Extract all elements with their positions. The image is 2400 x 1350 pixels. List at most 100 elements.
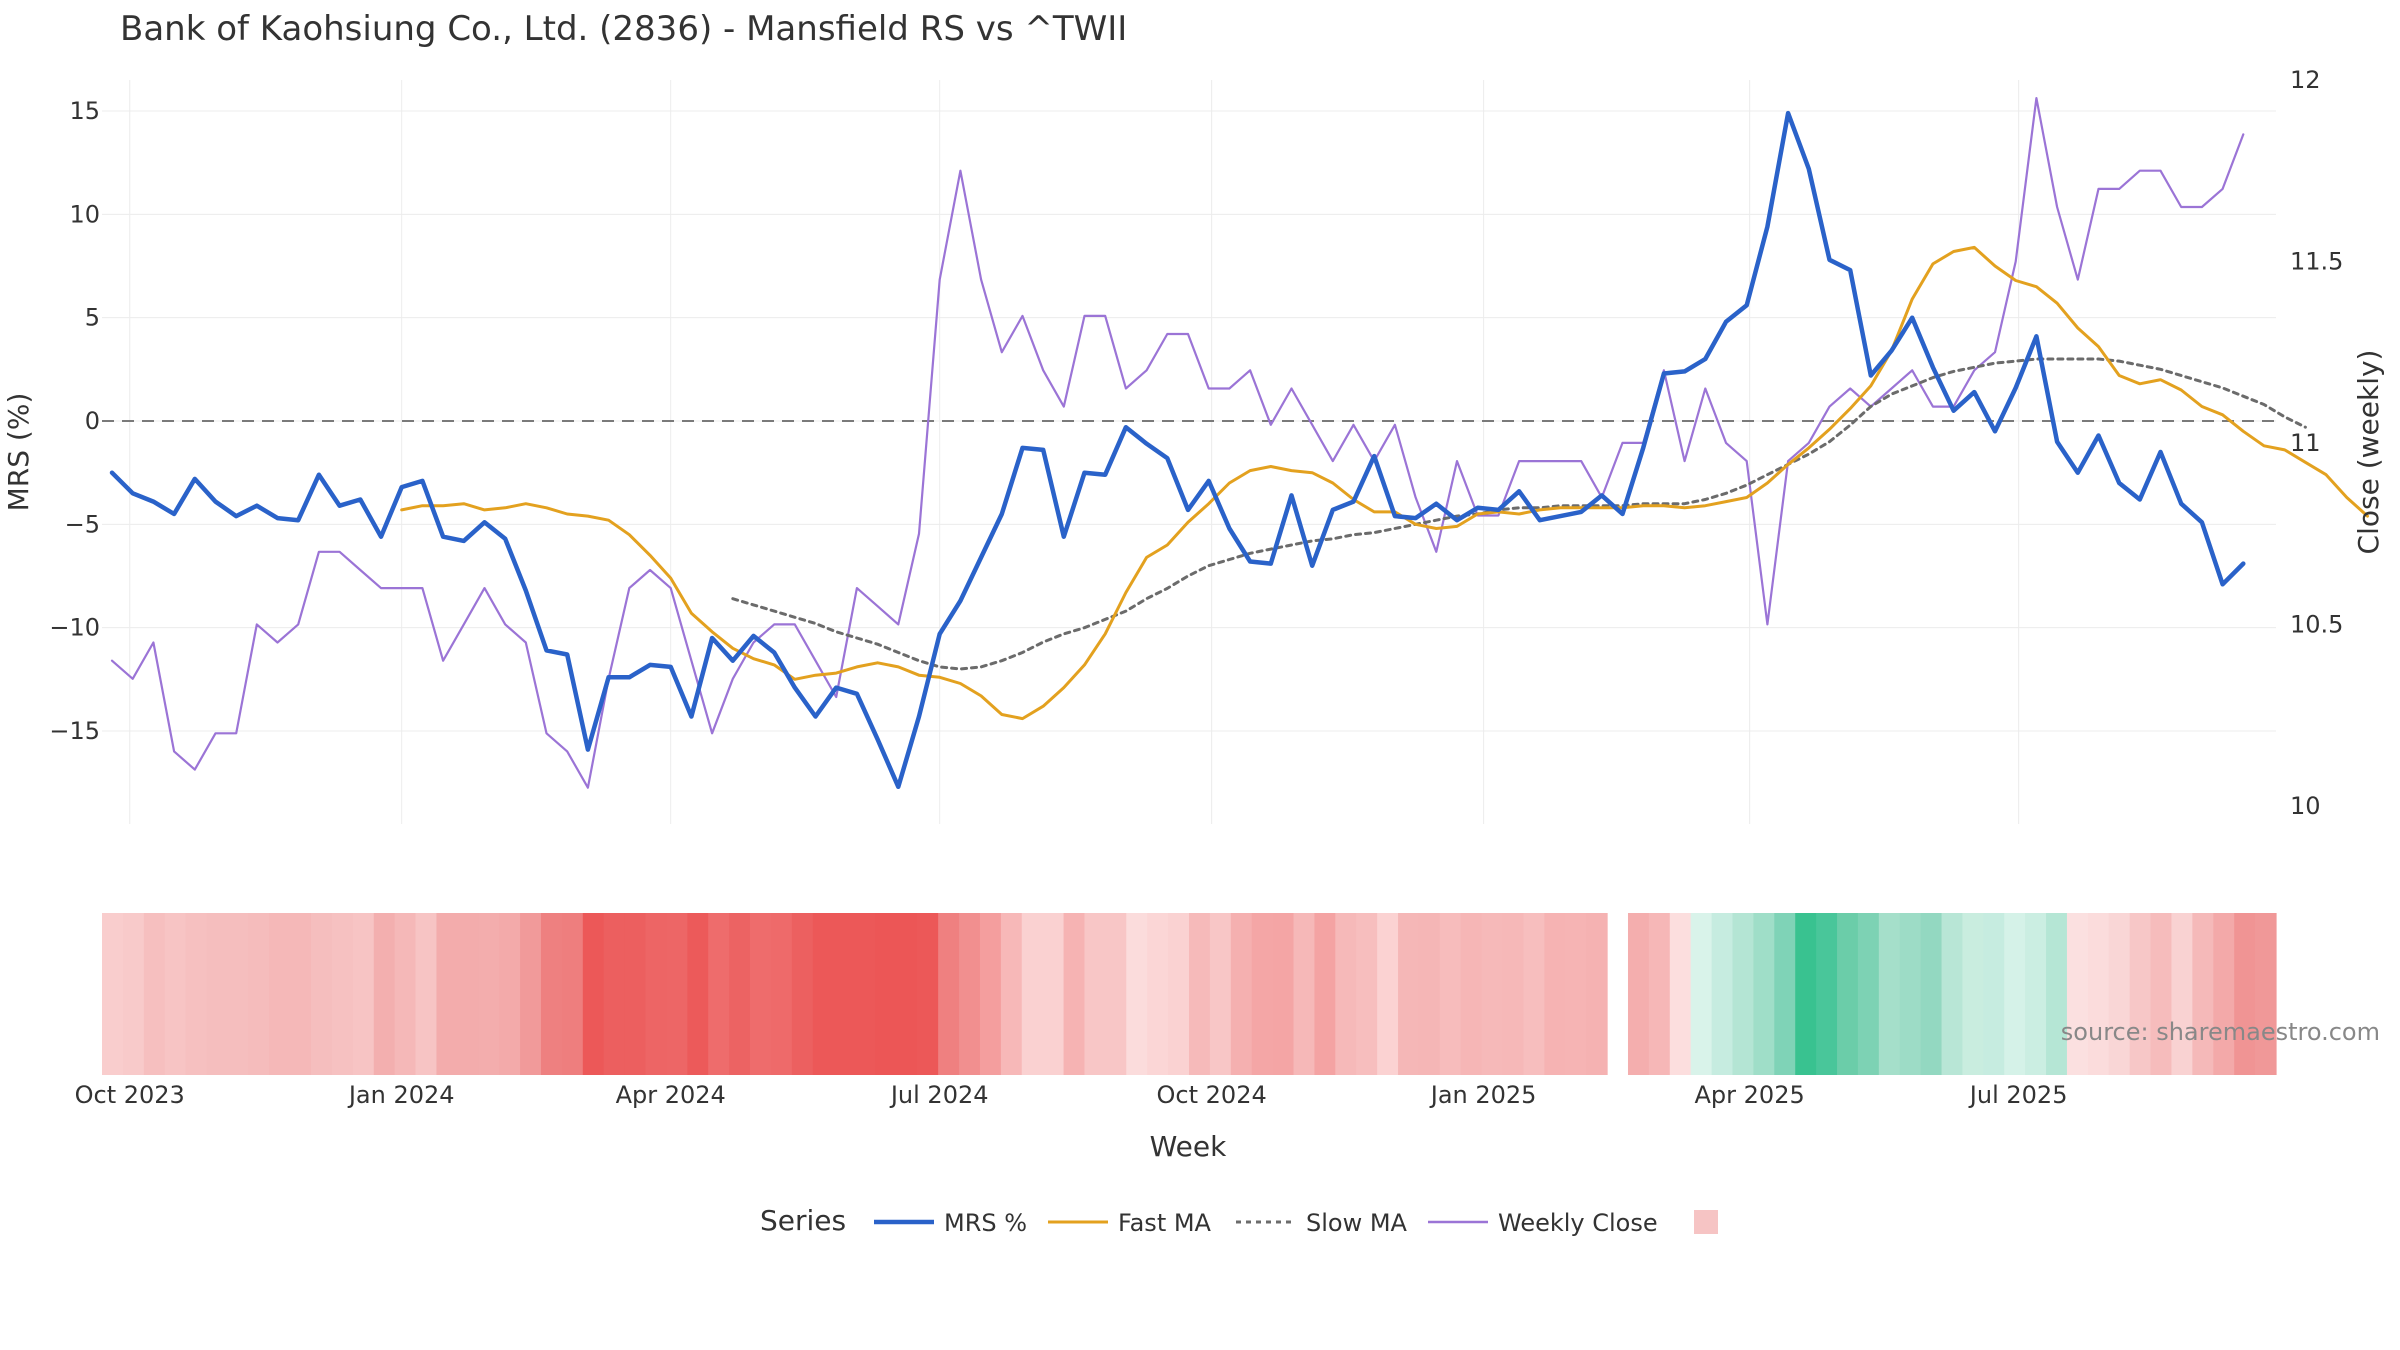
heatmap-cell <box>1209 913 1232 1075</box>
series-line-slow-ma <box>731 357 2307 671</box>
heatmap-cell <box>875 913 897 1075</box>
x-tick-label: Jan 2024 <box>347 1081 455 1109</box>
heatmap-cell <box>729 913 751 1075</box>
y-tick-label-left: 5 <box>85 304 100 332</box>
heatmap-cell <box>2108 913 2131 1075</box>
heatmap-cell <box>1544 913 1566 1075</box>
legend-item-mrs[interactable]: MRS % <box>874 1209 1027 1237</box>
heatmap-cell <box>624 913 647 1075</box>
legend: Series MRS % Fast MA Slow MA Weekly Clos… <box>760 1204 1718 1237</box>
heatmap-cell <box>1293 913 1316 1075</box>
series-line-weekly-close <box>110 96 2245 789</box>
source-note: source: sharemaestro.com <box>2061 1018 2380 1046</box>
legend-item-heatmap[interactable] <box>1694 1210 1718 1234</box>
x-tick-label: Apr 2024 <box>616 1081 726 1109</box>
heatmap-cell <box>1418 913 1441 1075</box>
heatmap-cell <box>1272 913 1295 1075</box>
legend-title: Series <box>760 1204 846 1237</box>
legend-label-slow-ma: Slow MA <box>1306 1209 1408 1237</box>
heatmap-cell <box>394 913 417 1075</box>
heatmap-cell <box>1335 913 1357 1075</box>
heatmap-cell <box>1398 913 1420 1075</box>
heatmap-cell <box>1502 913 1525 1075</box>
heatmap-cell <box>666 913 688 1075</box>
legend-swatch-heatmap <box>1694 1210 1718 1234</box>
x-tick-label: Oct 2024 <box>1157 1081 1267 1109</box>
legend-item-slow-ma[interactable]: Slow MA <box>1236 1209 1408 1237</box>
x-axis-title: Week <box>1150 1130 1227 1163</box>
heatmap-cell <box>1356 913 1378 1075</box>
heatmap-cell <box>269 913 291 1075</box>
heatmap-cell <box>1063 913 1086 1075</box>
grid-layer <box>102 80 2276 824</box>
heatmap-cell <box>1189 913 1211 1075</box>
heatmap-cell <box>1732 913 1754 1075</box>
heatmap-cell <box>1481 913 1504 1075</box>
heatmap-cell <box>582 913 605 1075</box>
heatmap-cell <box>2234 913 2256 1075</box>
heatmap-cell <box>1314 913 1336 1075</box>
legend-label-mrs: MRS % <box>944 1209 1027 1237</box>
heatmap-cell <box>1920 913 1943 1075</box>
y-axis-right-title: Close (weekly) <box>2352 350 2385 555</box>
heatmap-cell <box>2004 913 2026 1075</box>
heatmap-cell <box>227 913 249 1075</box>
heatmap-cell <box>1168 913 1190 1075</box>
heatmap-cell <box>457 913 479 1075</box>
heatmap-cell <box>2025 913 2047 1075</box>
y-tick-label-left: 0 <box>85 407 100 435</box>
y-axis-right-ticks: 10 10.5 11 11.5 12 <box>2290 66 2343 820</box>
series-line-fast-ma <box>400 245 2369 721</box>
heatmap-cell <box>645 913 667 1075</box>
legend-label-fast-ma: Fast MA <box>1118 1209 1212 1237</box>
heatmap-cell <box>520 913 542 1075</box>
heatmap-strip <box>102 913 2277 1075</box>
heatmap-cell <box>436 913 458 1075</box>
legend-item-weekly-close[interactable]: Weekly Close <box>1428 1209 1658 1237</box>
y-tick-label-left: −10 <box>49 614 100 642</box>
heatmap-cell <box>290 913 312 1075</box>
heatmap-cell <box>1669 913 1692 1075</box>
heatmap-cell <box>750 913 772 1075</box>
legend-label-weekly-close: Weekly Close <box>1498 1209 1658 1237</box>
y-tick-label-right: 12 <box>2290 66 2321 94</box>
heatmap-cell <box>1795 913 1817 1075</box>
heatmap-cell <box>1439 913 1462 1075</box>
heatmap-cell <box>854 913 877 1075</box>
heatmap-cell <box>1000 913 1023 1075</box>
heatmap-cell <box>770 913 793 1075</box>
heatmap-cell <box>1230 913 1253 1075</box>
heatmap-cell <box>1627 913 1650 1075</box>
y-tick-label-right: 11.5 <box>2290 247 2343 275</box>
x-tick-label: Jul 2024 <box>889 1081 989 1109</box>
heatmap-cell <box>2087 913 2110 1075</box>
heatmap-cell <box>1837 913 1859 1075</box>
series-line-mrs <box>109 110 2246 790</box>
legend-item-fast-ma[interactable]: Fast MA <box>1048 1209 1212 1237</box>
heatmap-cell <box>206 913 229 1075</box>
heatmap-cell <box>2046 913 2068 1075</box>
heatmap-cell <box>1816 913 1838 1075</box>
heatmap-cell <box>102 913 124 1075</box>
y-axis-left-ticks: 15 10 5 0 −5 −10 −15 <box>49 97 100 745</box>
heatmap-cell <box>415 913 438 1075</box>
heatmap-cell <box>687 913 709 1075</box>
y-tick-label-right: 11 <box>2290 429 2321 457</box>
heatmap-cell <box>352 913 375 1075</box>
y-tick-label-left: 10 <box>69 200 100 228</box>
heatmap-cell <box>1251 913 1274 1075</box>
heatmap-cell <box>1690 913 1713 1075</box>
heatmap-cell <box>1648 913 1671 1075</box>
heatmap-cell <box>603 913 626 1075</box>
heatmap-cell <box>540 913 563 1075</box>
heatmap-cell <box>311 913 333 1075</box>
heatmap-cell <box>1586 913 1608 1075</box>
heatmap-cell <box>122 913 145 1075</box>
heatmap-cell <box>373 913 396 1075</box>
heatmap-cell <box>1962 913 1984 1075</box>
y-tick-label-left: −15 <box>49 717 100 745</box>
heatmap-cell <box>1126 913 1148 1075</box>
heatmap-cell <box>1523 913 1545 1075</box>
heatmap-cell <box>2192 913 2214 1075</box>
heatmap-cell <box>1753 913 1775 1075</box>
